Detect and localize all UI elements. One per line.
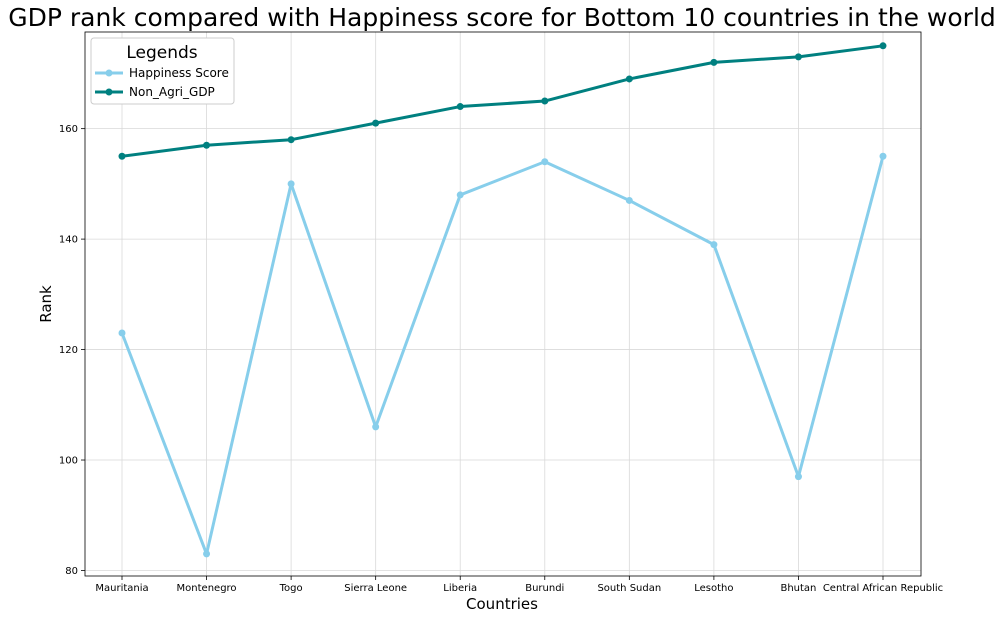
data-point (710, 241, 718, 249)
data-point (879, 152, 887, 160)
data-point (287, 136, 295, 144)
y-axis-label: Rank (37, 285, 55, 323)
data-point (794, 53, 802, 61)
data-point (456, 191, 464, 199)
legend-title: Legends (126, 43, 197, 63)
series-happiness-score (118, 152, 887, 558)
y-tick-label: 160 (59, 124, 78, 135)
data-point (879, 42, 887, 50)
y-tick-label: 140 (59, 235, 78, 246)
data-point (287, 180, 295, 188)
x-tick-label: Lesotho (694, 583, 733, 594)
data-point (118, 329, 126, 337)
y-tick-label: 80 (65, 566, 78, 577)
x-tick-label: Mauritania (95, 583, 148, 594)
series-line (120, 155, 885, 556)
data-point (372, 423, 380, 431)
series-group (118, 42, 887, 558)
y-tick-label: 120 (59, 345, 78, 356)
x-tick-label: Liberia (443, 583, 477, 594)
data-point (118, 152, 126, 160)
data-point (541, 97, 549, 105)
legend-swatch-marker (105, 69, 113, 77)
x-axis: Mauritania Montenegro Togo Sierra Leone Libe… (95, 576, 943, 594)
y-tick-label: 100 (59, 456, 78, 467)
legend-box (90, 37, 235, 105)
data-point (625, 196, 633, 204)
legend: Legends Happiness Score Non_Agri_GDP (90, 37, 235, 105)
data-point (372, 119, 380, 127)
grid (85, 32, 921, 576)
x-tick-label: Togo (279, 583, 303, 594)
x-tick-label: Central African Republic (823, 583, 943, 594)
x-tick-label: South Sudan (597, 583, 661, 594)
x-axis-label: Countries (466, 595, 538, 613)
data-point (203, 141, 211, 149)
data-point (710, 58, 718, 66)
x-tick-label: Burundi (525, 583, 564, 594)
y-axis: 80 100 120 140 160 (59, 124, 85, 577)
series-non-agri-gdp (118, 42, 887, 160)
legend-entry: Non_Agri_GDP (95, 85, 215, 99)
legend-swatch-marker (105, 88, 113, 96)
legend-label: Non_Agri_GDP (129, 85, 215, 99)
x-tick-label: Bhutan (780, 583, 816, 594)
chart-title: GDP rank compared with Happiness score f… (8, 3, 996, 32)
data-point (625, 75, 633, 83)
data-point (203, 550, 211, 558)
legend-label: Happiness Score (129, 66, 229, 80)
x-tick-label: Montenegro (177, 583, 237, 594)
data-point (456, 103, 464, 111)
series-line (121, 44, 884, 158)
data-point (541, 158, 549, 166)
data-point (794, 473, 802, 481)
x-tick-label: Sierra Leone (344, 583, 407, 594)
legend-entry: Happiness Score (95, 66, 229, 80)
plot-area-frame (84, 31, 922, 577)
